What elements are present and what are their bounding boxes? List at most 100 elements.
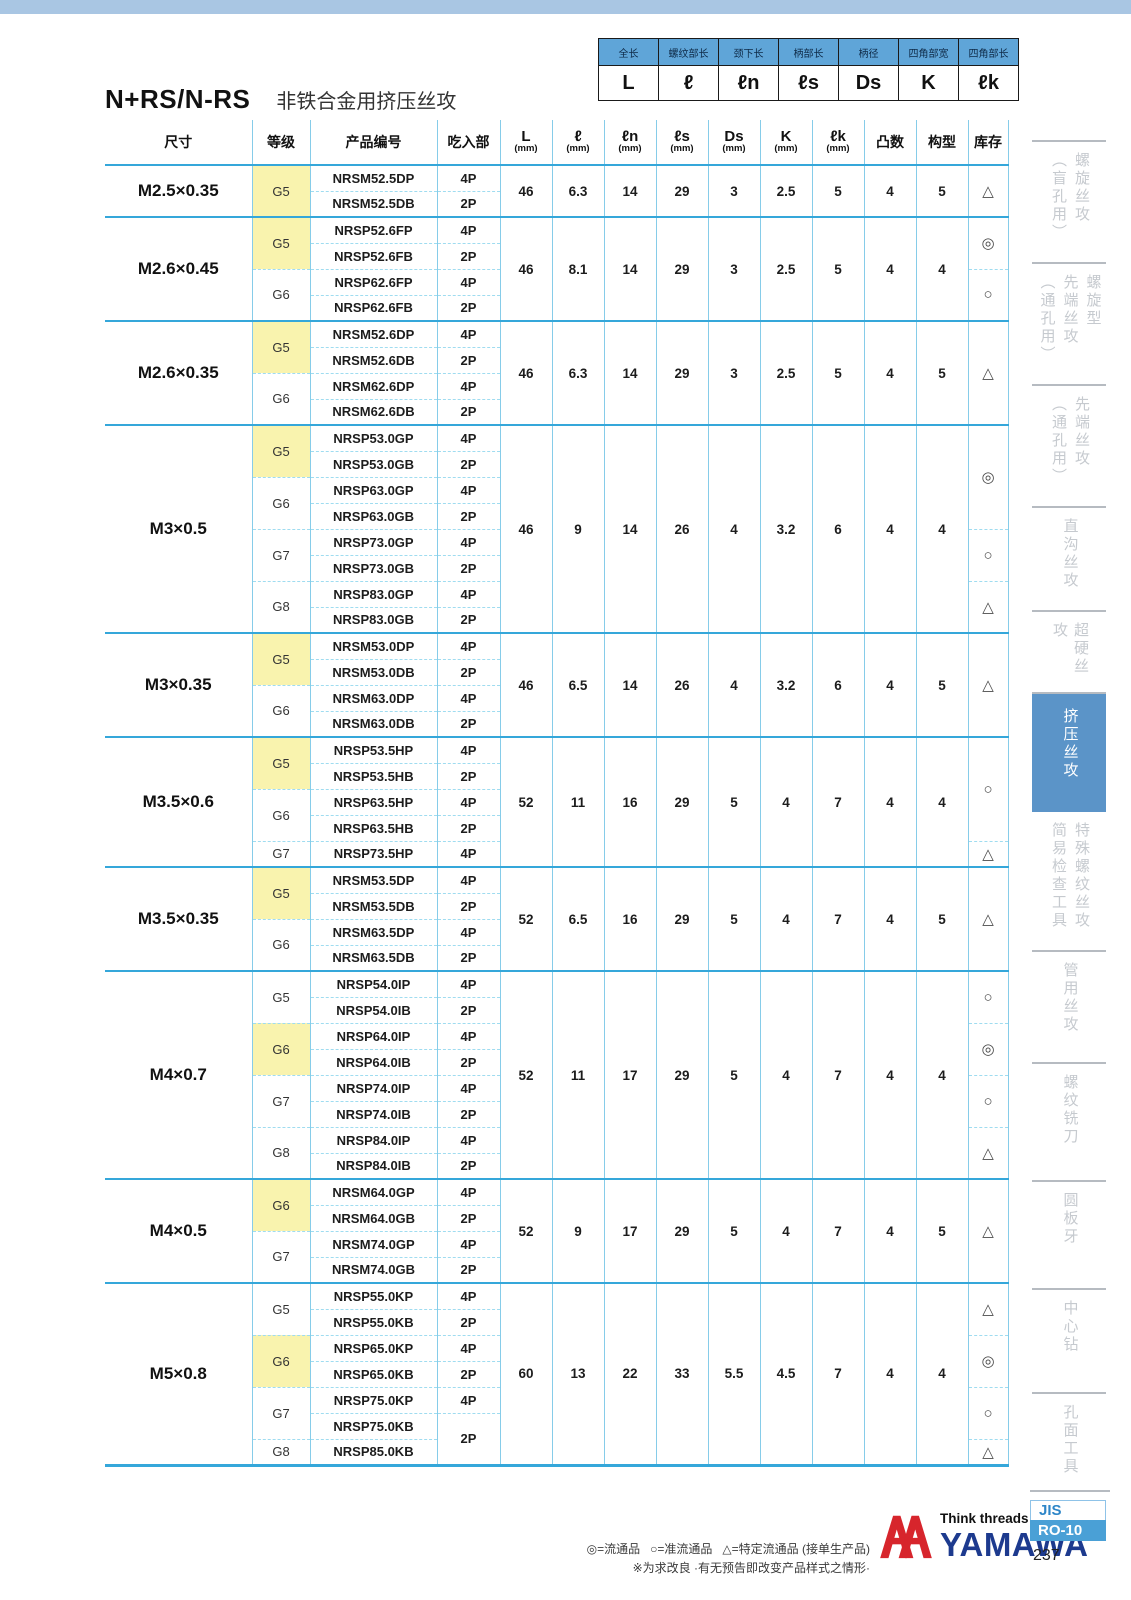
dim-value-cell: 6: [812, 632, 865, 737]
chamfer-cell: 4P: [437, 268, 501, 295]
dim-legend-symbol: K: [898, 65, 959, 101]
grade-cell: G5: [252, 424, 311, 477]
col-header-grade: 等级: [252, 120, 311, 166]
table-row: M2.6×0.35 G5 NRSM52.6DP 4P 46 6.3 14 29 3 2.5 5 4 5 △: [105, 320, 1009, 425]
dim-value-cell: 3: [708, 164, 761, 217]
product-code-cell: NRSP65.0KP: [310, 1334, 438, 1361]
dim-value-cell: 4: [760, 1178, 813, 1283]
product-code-cell: NRSM62.6DP: [310, 372, 438, 399]
chamfer-cell: 2P: [437, 1204, 501, 1231]
chamfer-cell: 2P: [437, 242, 501, 269]
sidebar-tab-中心钻[interactable]: 中心钻: [1032, 1288, 1106, 1364]
chamfer-cell: 2P: [437, 1048, 501, 1075]
sidebar-tab-label: 挤压丝攻: [1058, 694, 1081, 780]
dim-value-cell: 4: [864, 1178, 917, 1283]
stock-symbol-legend: ◎=流通品 ○=准流通品 △=特定流通品 (接单生产品): [520, 1540, 870, 1557]
product-code-cell: NRSP55.0KB: [310, 1308, 438, 1335]
dim-value-cell: 29: [656, 164, 709, 217]
dim-value-cell: 4: [760, 736, 813, 867]
dim-legend-label: 柄部长: [778, 38, 839, 66]
size-cell: M3×0.35: [105, 632, 253, 737]
grade-cell: G7: [252, 840, 311, 867]
sidebar-tab-label: 超硬丝攻: [1047, 612, 1091, 692]
col-header-dim: ℓs (mm): [656, 120, 709, 166]
dim-value-cell: 7: [812, 866, 865, 971]
table-row: NRSP54.0IB 2P: [105, 996, 1008, 1023]
sidebar-tab-螺旋型先端丝攻通孔用[interactable]: 螺旋型 先端丝攻 （通孔用）: [1032, 262, 1106, 374]
table-row: NRSP65.0KB 2P: [105, 1360, 1008, 1387]
product-code-cell: NRSP63.0GB: [310, 502, 438, 529]
dim-value-cell: 2.5: [760, 216, 813, 321]
product-code-cell: NRSM74.0GB: [310, 1256, 438, 1283]
chamfer-cell: 4P: [437, 1386, 501, 1413]
page-number: 237: [1033, 1547, 1060, 1564]
sidebar-tab-挤压丝攻[interactable]: 挤压丝攻: [1032, 692, 1106, 812]
grade-cell: G6: [252, 1022, 311, 1075]
stock-cell: △: [968, 840, 1009, 867]
table-row: M3×0.5 G5 NRSP53.0GP 4P 46 9 14 26 4 3.2 6 4 4 ◎: [105, 424, 1009, 633]
sidebar-tab-管用丝攻[interactable]: 管用丝攻: [1032, 950, 1106, 1042]
sidebar-tab-line: （通孔用）: [1050, 396, 1067, 486]
grade-cell: G5: [252, 632, 311, 685]
chamfer-cell: 4P: [437, 580, 501, 607]
sidebar-tab-特殊螺纹丝攻简易检查工具[interactable]: 特殊螺纹丝攻 简易检查工具: [1032, 812, 1106, 944]
dim-legend-symbol: ℓn: [718, 65, 779, 101]
stock-cell: △: [968, 1126, 1009, 1179]
grade-cell: G6: [252, 684, 311, 737]
sidebar-tab-line: 简易检查工具: [1050, 822, 1067, 930]
stock-legend-item: △=特定流通品 (接单生产品): [722, 1542, 870, 1556]
stock-cell: △: [968, 164, 1009, 217]
sidebar-tab-label: 管用丝攻: [1058, 952, 1081, 1034]
sidebar-tab-孔面工具[interactable]: 孔面工具: [1032, 1392, 1106, 1484]
chamfer-cell: 4P: [437, 164, 501, 191]
product-code-cell: NRSP85.0KB: [310, 1438, 438, 1465]
chamfer-cell: 4P: [437, 866, 501, 893]
product-code-cell: NRSP64.0IP: [310, 1022, 438, 1049]
col-header-dim: K (mm): [760, 120, 813, 166]
chamfer-cell: 4P: [437, 424, 501, 451]
product-code-cell: NRSP54.0IB: [310, 996, 438, 1023]
table-row: NRSM62.6DB 2P: [105, 398, 1008, 425]
grade-cell: G5: [252, 866, 311, 919]
size-cell: M3×0.5: [105, 424, 253, 633]
sidebar-tab-先端丝攻通孔用[interactable]: 先端丝攻 （通孔用）: [1032, 384, 1106, 496]
dim-value-cell: 4: [708, 632, 761, 737]
dim-value-cell: 5: [916, 866, 969, 971]
sidebar-tab-螺旋丝攻盲孔用[interactable]: 螺旋丝攻 （盲孔用）: [1032, 140, 1106, 252]
table-row: NRSM63.0DB 2P: [105, 710, 1008, 737]
dim-value-cell: 17: [604, 1178, 657, 1283]
table-row: G8 NRSP85.0KB △: [105, 1438, 1009, 1465]
sidebar-tab-螺纹铣刀[interactable]: 螺纹铣刀: [1032, 1062, 1106, 1158]
table-row: NRSP63.5HB 2P: [105, 814, 1008, 841]
sidebar-tab-直沟丝攻[interactable]: 直沟丝攻: [1032, 506, 1106, 602]
table-row: G7 NRSM74.0GP 4P: [105, 1230, 1008, 1283]
catalog-section-code: RO-10: [1030, 1520, 1106, 1541]
table-row: G6 NRSM63.5DP 4P: [105, 918, 1008, 971]
product-code-cell: NRSP83.0GP: [310, 580, 438, 607]
product-code-cell: NRSM63.0DP: [310, 684, 438, 711]
product-code-cell: NRSP62.6FP: [310, 268, 438, 295]
stock-cell: △: [968, 1438, 1009, 1465]
grade-cell: G6: [252, 476, 311, 529]
table-row: M3.5×0.35 G5 NRSM53.5DP 4P 52 6.5 16 29 5 4 7 4 5 △: [105, 866, 1009, 971]
dim-legend-label: 全长: [598, 38, 659, 66]
table-row: G6 NRSP64.0IP 4P ◎: [105, 1022, 1009, 1075]
chamfer-cell: 4P: [437, 788, 501, 815]
col-header-dim: Ds (mm): [708, 120, 761, 166]
table-row: NRSM64.0GB 2P: [105, 1204, 1008, 1231]
dim-value-cell: 9: [552, 424, 605, 633]
dim-value-cell: 14: [604, 424, 657, 633]
dim-unit: (mm): [722, 143, 746, 154]
dim-value-cell: 4: [864, 164, 917, 217]
product-code-cell: NRSP52.6FB: [310, 242, 438, 269]
dim-value-cell: 46: [500, 424, 553, 633]
product-code-cell: NRSP74.0IP: [310, 1074, 438, 1101]
chamfer-cell: 4P: [437, 1282, 501, 1309]
chamfer-cell: 2P: [437, 294, 501, 321]
page-title: N+RS/N-RS 非铁合金用挤压丝攻: [105, 84, 456, 115]
sidebar-tab-超硬丝攻[interactable]: 超硬丝攻: [1032, 610, 1106, 692]
sidebar-tab-line: （通孔用）: [1038, 274, 1056, 364]
table-row: NRSP53.5HB 2P: [105, 762, 1008, 789]
table-row: NRSP73.0GB 2P: [105, 554, 1008, 581]
sidebar-tab-圆板牙[interactable]: 圆板牙: [1032, 1180, 1106, 1256]
